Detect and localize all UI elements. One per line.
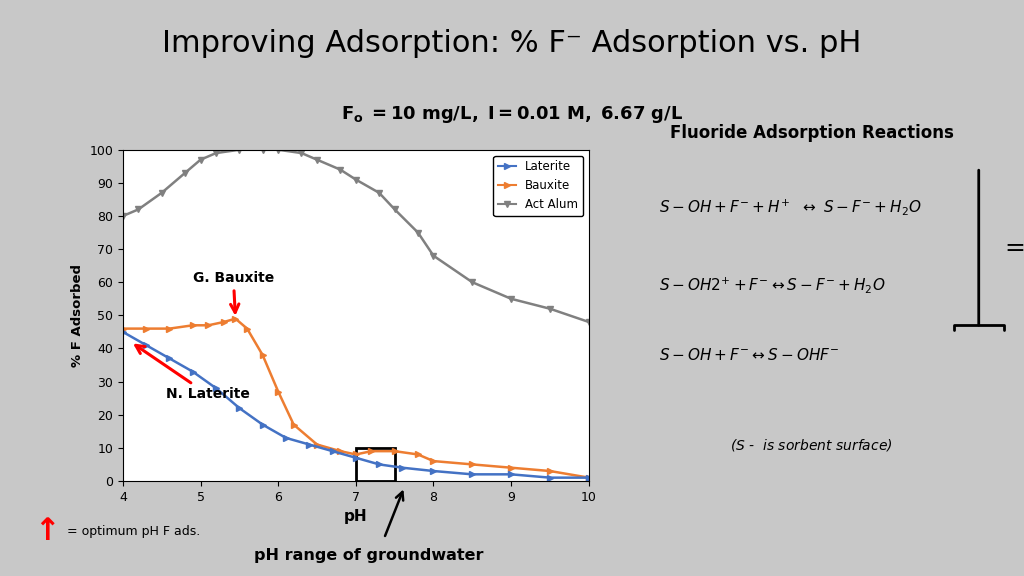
Bar [356,448,394,481]
X-axis label: pH: pH [344,509,368,524]
Text: pH range of groundwater: pH range of groundwater [254,548,483,563]
Text: $S - OH + F^{-} + H^{+}\ \ \leftrightarrow\ S - F^{-} + H_2O$: $S - OH + F^{-} + H^{+}\ \ \leftrightarr… [658,196,922,217]
Text: =: = [1005,236,1024,260]
Y-axis label: % F Adsorbed: % F Adsorbed [71,264,84,367]
Text: N. Laterite: N. Laterite [136,346,250,401]
Text: Improving Adsorption: % F⁻ Adsorption vs. pH: Improving Adsorption: % F⁻ Adsorption vs… [163,29,861,58]
Legend: Laterite, Bauxite, Act Alum: Laterite, Bauxite, Act Alum [494,156,583,216]
Text: $\mathbf{F_o}$ $\mathbf{= 10\ mg/L,\ I = 0.01\ M,\ 6.67\ g/L}$: $\mathbf{F_o}$ $\mathbf{= 10\ mg/L,\ I =… [341,104,683,124]
Text: Fluoride Adsorption Reactions: Fluoride Adsorption Reactions [670,124,953,142]
Text: $S - OH + F^{-} \leftrightarrow S - OHF^{-}$: $S - OH + F^{-} \leftrightarrow S - OHF^… [658,347,839,363]
Text: = optimum pH F ads.: = optimum pH F ads. [67,525,200,538]
Text: ↑: ↑ [35,517,59,546]
Text: $S - OH2^{+} + F^{-} \leftrightarrow S - F^{-} + H_2O$: $S - OH2^{+} + F^{-} \leftrightarrow S -… [658,275,886,295]
Text: G. Bauxite: G. Bauxite [193,271,274,313]
Text: ($S$ -  is sorbent surface): ($S$ - is sorbent surface) [730,438,893,453]
